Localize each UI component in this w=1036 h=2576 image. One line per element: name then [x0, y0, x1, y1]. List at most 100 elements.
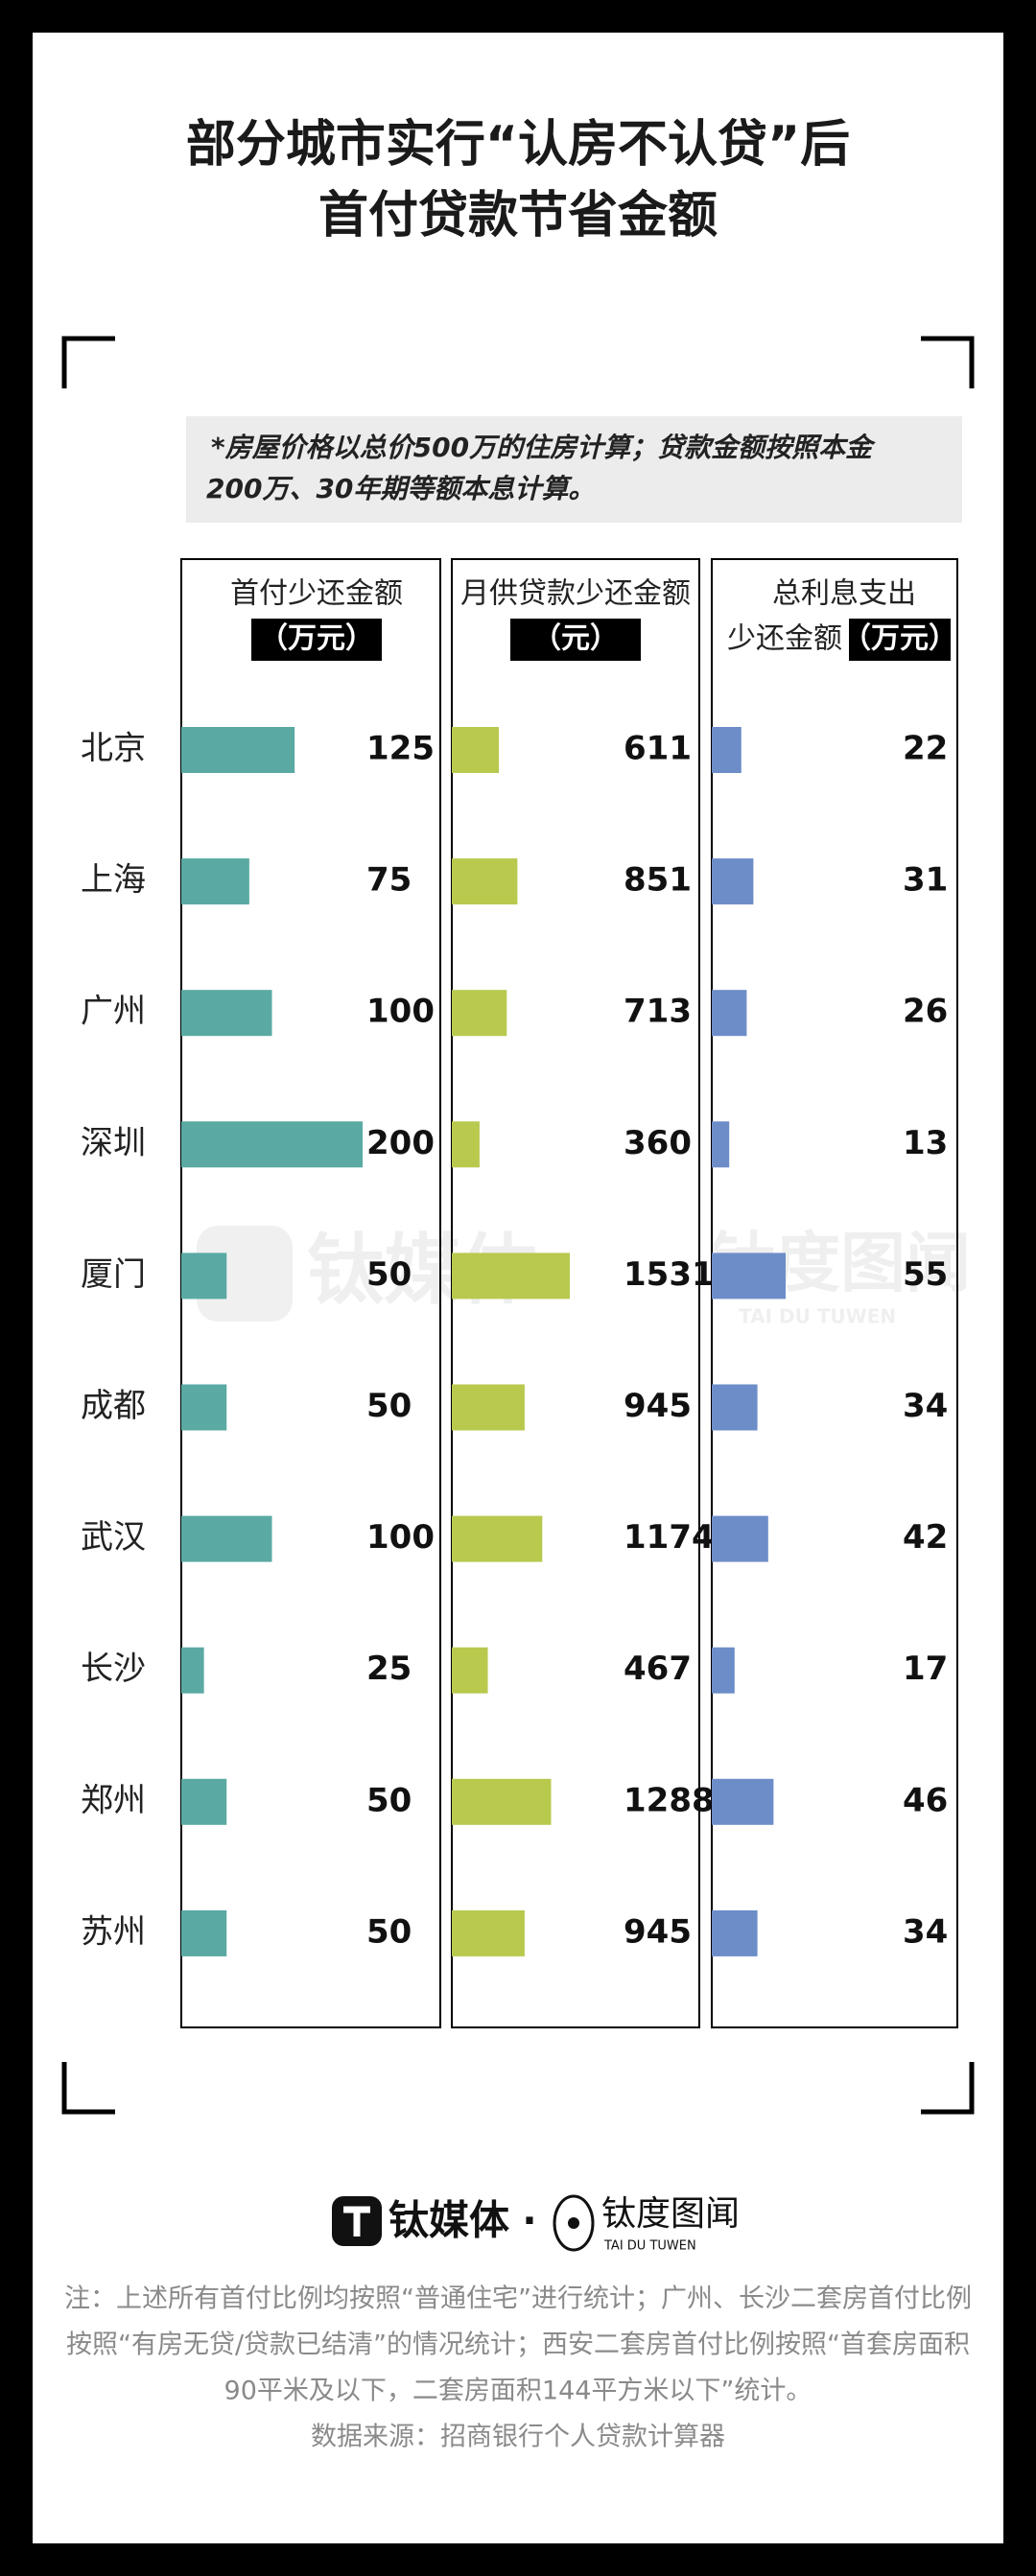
brand-name: 钛度图闻	[601, 2194, 740, 2234]
value-label: 50	[366, 1255, 412, 1294]
bar	[712, 1384, 758, 1431]
bar	[181, 727, 295, 773]
brand-sub: TAI DU TUWEN	[603, 2239, 696, 2254]
title-line: 部分城市实行“认房不认贷”后	[186, 116, 850, 174]
footnote: 按照“有房无贷/贷款已结清”的情况统计；西安二套房首付比例按照“首套房面积	[66, 2330, 970, 2360]
corner	[921, 336, 975, 388]
bar	[712, 858, 754, 905]
bar	[181, 1253, 227, 1300]
value-label: 46	[903, 1781, 948, 1819]
value-label: 75	[366, 861, 412, 900]
value-label: 26	[903, 993, 948, 1031]
brand-logo	[553, 2194, 595, 2252]
corner-brackets	[61, 336, 975, 2115]
title-line: 首付贷款节省金额	[318, 187, 718, 245]
value-label: 945	[624, 1912, 692, 1951]
bar	[452, 858, 518, 905]
panel-title: 首付少还金额	[230, 577, 403, 611]
bar	[712, 1909, 758, 1956]
bar	[712, 1778, 774, 1825]
bar	[181, 858, 249, 905]
city-label: 武汉	[81, 1518, 146, 1557]
bar	[181, 1647, 204, 1694]
bar	[452, 1647, 488, 1694]
bar	[452, 1515, 543, 1562]
value-label: 1288	[624, 1781, 715, 1819]
city-label: 长沙	[81, 1650, 146, 1688]
city-label: 广州	[81, 993, 146, 1031]
city-label: 郑州	[81, 1781, 146, 1819]
value-label: 50	[366, 1912, 412, 1951]
value-label: 34	[903, 1912, 948, 1951]
city-label: 成都	[81, 1387, 146, 1425]
value-label: 1174	[624, 1518, 715, 1557]
value-label: 1531	[624, 1255, 715, 1294]
value-label: 713	[624, 993, 692, 1031]
bar	[452, 1121, 480, 1168]
bar	[452, 990, 507, 1037]
footnote: 90平米及以下，二套房面积144平方米以下”统计。	[224, 2377, 812, 2406]
brand-name: 钛媒体	[388, 2197, 509, 2244]
note-box	[186, 416, 962, 523]
city-label: 厦门	[81, 1255, 146, 1294]
unit-label: （万元）	[842, 622, 957, 656]
value-label: 611	[624, 730, 692, 768]
value-label: 125	[366, 730, 435, 768]
bar	[452, 1778, 552, 1825]
value-label: 55	[903, 1255, 948, 1294]
value-label: 100	[366, 993, 435, 1031]
brand: 钛媒体 · 钛度图闻 TAI DU TUWEN	[332, 2194, 740, 2254]
bar	[452, 1909, 525, 1956]
panel-title: 总利息支出	[772, 577, 916, 611]
bar	[712, 727, 742, 773]
bar	[712, 990, 747, 1037]
unit-label: （元）	[532, 622, 619, 656]
value-label: 31	[903, 861, 948, 900]
city-label: 深圳	[81, 1124, 146, 1162]
bar	[181, 1909, 227, 1956]
value-label: 50	[366, 1781, 412, 1819]
corner	[61, 2062, 115, 2115]
note-line: 200万、30年期等额本息计算。	[206, 473, 595, 504]
unit-label: （万元）	[259, 622, 374, 656]
panel-subtitle: 少还金额	[727, 622, 842, 656]
value-label: 200	[366, 1124, 435, 1162]
bar	[181, 1778, 227, 1825]
value-label: 13	[903, 1124, 948, 1162]
value-label: 100	[366, 1518, 435, 1557]
bar	[452, 1253, 570, 1300]
value-label: 42	[903, 1518, 948, 1557]
bar	[712, 1121, 730, 1168]
bar	[712, 1253, 786, 1300]
unit-box	[251, 619, 382, 661]
value-label: 34	[903, 1387, 948, 1425]
value-label: 360	[624, 1124, 692, 1162]
value-label: 22	[903, 730, 948, 768]
bar	[181, 990, 272, 1037]
bar	[181, 1384, 227, 1431]
bar	[712, 1647, 735, 1694]
value-label: 17	[903, 1650, 948, 1688]
bar	[452, 1384, 525, 1431]
city-label: 苏州	[81, 1912, 146, 1951]
panel-title: 月供贷款少还金额	[460, 577, 691, 611]
value-label: 851	[624, 861, 692, 900]
bar	[452, 727, 500, 773]
unit-box	[510, 619, 641, 661]
city-label: 上海	[81, 861, 146, 900]
brand-logo-dot	[568, 2217, 579, 2229]
value-label: 467	[624, 1650, 692, 1688]
bar	[712, 1515, 768, 1562]
bar	[181, 1515, 272, 1562]
note-line: *房屋价格以总价500万的住房计算；贷款金额按照本金	[211, 432, 876, 463]
footnote: 注：上述所有首付比例均按照“普通住宅”进行统计；广州、长沙二套房首付比例	[64, 2284, 972, 2314]
value-label: 945	[624, 1387, 692, 1425]
corner	[61, 336, 115, 388]
city-label: 北京	[81, 730, 146, 768]
unit-box	[849, 619, 951, 661]
value-label: 50	[366, 1387, 412, 1425]
value-label: 25	[366, 1650, 412, 1688]
brand-dot: ·	[522, 2199, 536, 2243]
